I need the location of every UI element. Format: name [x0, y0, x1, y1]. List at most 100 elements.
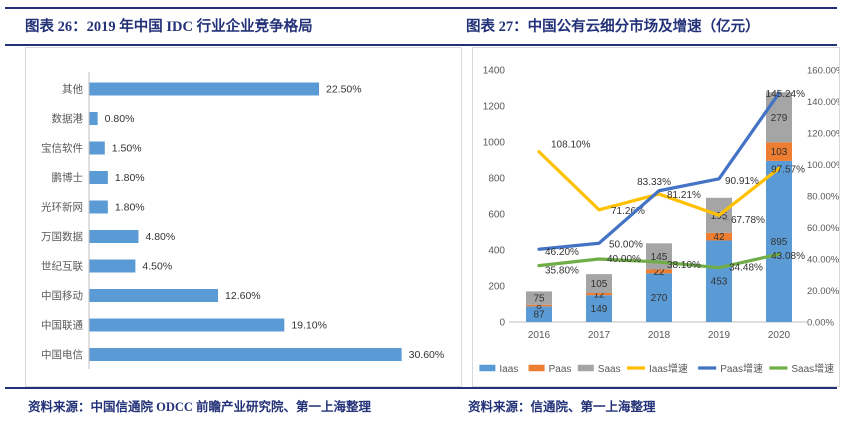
line-point-label: 145.24% [766, 89, 806, 100]
line-point-label: 97.57% [771, 164, 805, 175]
category-label: 中国电信 [41, 348, 83, 361]
left-axis-tick: 800 [488, 174, 505, 185]
right-axis-tick: 100.00% [807, 160, 839, 171]
x-axis-label: 2017 [588, 330, 611, 341]
legend-label: Paas增速 [720, 362, 763, 375]
left-chart-title: 图表 26：2019 年中国 IDC 行业企业竞争格局 [25, 19, 313, 35]
bar-value-label: 4.80% [145, 231, 175, 243]
bar-value-label: 1.80% [115, 172, 145, 184]
category-label: 鹏博士 [52, 171, 84, 184]
right-axis-tick: 160.00% [807, 66, 839, 77]
bar-value-label: 30.60% [409, 349, 445, 361]
legend-label: Saas增速 [791, 362, 834, 375]
bar-value-label: 4.50% [142, 261, 172, 273]
stack-segment-Saas [526, 291, 552, 305]
stack-segment-Paas [586, 293, 612, 296]
legend-swatch-Paas [528, 364, 545, 372]
segment-value-label: 279 [771, 113, 788, 124]
right-axis-tick: 40.00% [807, 255, 839, 266]
stack-segment-Saas [646, 243, 672, 270]
legend-label: Iaas [499, 364, 518, 375]
stack-segment-Iaas [586, 295, 612, 322]
category-label: 世纪互联 [41, 261, 83, 273]
category-label: 中国联通 [41, 319, 83, 332]
legend-swatch-Iaas [479, 364, 496, 372]
segment-value-label: 22 [653, 267, 665, 278]
stack-segment-Paas [646, 269, 672, 274]
category-label: 数据港 [52, 112, 84, 125]
right-axis-tick: 120.00% [807, 129, 839, 140]
left-axis-tick: 1000 [483, 138, 506, 149]
x-axis-label: 2016 [528, 330, 551, 341]
bar-value-label: 19.10% [291, 320, 327, 332]
legend-label: Saas [598, 364, 621, 375]
line-point-label: 108.10% [551, 140, 591, 151]
left-axis-tick: 0 [499, 318, 505, 329]
stack-segment-Saas [586, 274, 612, 294]
bar-中国电信 [89, 348, 402, 361]
bar-中国联通 [89, 318, 285, 332]
left-source-note: 资料来源：中国信通院 ODCC 前瞻产业研究院、第一上海整理 [28, 400, 372, 414]
line-point-label: 90.91% [725, 176, 759, 187]
line-point-label: 40.00% [607, 254, 641, 265]
right-source-note: 资料来源：信通院、第一上海整理 [468, 400, 656, 414]
legend-swatch-Saas增速 [769, 366, 788, 370]
left-axis-tick: 600 [488, 210, 505, 221]
bar-光环新网 [89, 200, 108, 214]
segment-value-label: 105 [591, 279, 608, 290]
title-underline-rule [5, 44, 837, 46]
segment-value-label: 895 [771, 237, 788, 248]
category-label: 万国数据 [41, 230, 83, 243]
category-label: 中国移动 [41, 289, 83, 302]
segment-value-label: 270 [651, 293, 668, 304]
stack-segment-Saas [766, 92, 792, 143]
right-chart-title: 图表 27：中国公有云细分市场及增速（亿元） [466, 19, 760, 35]
bar-中国移动 [89, 289, 219, 302]
stack-segment-Iaas [646, 273, 672, 322]
top-rule [5, 7, 837, 9]
line-point-label: 67.78% [731, 215, 765, 226]
public-cloud-combo-chart: 0 200 400 600 800 1000 1200 1400 0.00% 20.00% 40.0… [479, 66, 839, 375]
segment-value-label: 87 [533, 310, 545, 321]
bar-其他 [89, 82, 319, 96]
legend-swatch-Paas增速 [698, 366, 717, 370]
right-axis-tick: 140.00% [807, 97, 839, 108]
bar-宝信软件 [89, 141, 105, 155]
x-axis-label: 2020 [768, 330, 791, 341]
segment-value-label: 75 [533, 294, 545, 305]
line-point-label: 71.26% [611, 206, 645, 217]
segment-value-label: 149 [591, 304, 608, 315]
bar-value-label: 0.80% [105, 113, 135, 125]
right-axis-tick: 60.00% [807, 223, 839, 234]
idc-competition-chart-box: 其他 22.50% 数据港 0.80% 宝信软件 1.50% 鹏博士 1.80% 光环新网 1.8… [25, 47, 462, 387]
left-axis-tick: 1200 [483, 102, 506, 113]
category-label: 其他 [62, 83, 83, 96]
left-axis-tick: 400 [488, 246, 505, 257]
stack-segment-Paas [526, 304, 552, 307]
category-label: 光环新网 [41, 201, 83, 214]
legend-label: Paas [549, 364, 572, 375]
category-label: 宝信软件 [41, 142, 83, 155]
bar-value-label: 1.50% [112, 143, 142, 155]
growth-line-Saas增速 [537, 252, 781, 270]
segment-value-label: 103 [771, 147, 788, 158]
line-point-label: 46.20% [545, 247, 579, 258]
line-point-label: 35.80% [545, 266, 579, 277]
right-axis-tick: 20.00% [807, 286, 839, 297]
legend-swatch-Iaas增速 [627, 366, 645, 370]
idc-competition-bar-chart: 其他 22.50% 数据港 0.80% 宝信软件 1.50% 鹏博士 1.80% 光环新网 1.8… [41, 72, 445, 369]
segment-value-label: 145 [651, 252, 668, 263]
bar-value-label: 12.60% [225, 290, 261, 302]
stack-segment-Iaas [766, 160, 792, 322]
left-axis-tick: 1400 [483, 66, 506, 77]
public-cloud-chart-box: 0 200 400 600 800 1000 1200 1400 0.00% 20.00% 40.0… [472, 47, 840, 387]
line-point-label: 83.33% [637, 177, 671, 188]
stack-segment-Iaas [526, 306, 552, 322]
footer-rule [5, 387, 837, 389]
segment-value-label: 12 [593, 290, 605, 301]
stack-segment-Paas [766, 142, 792, 161]
line-point-label: 43.08% [771, 251, 805, 262]
line-point-label: 50.00% [609, 239, 643, 250]
line-point-label: 81.21% [667, 190, 701, 201]
